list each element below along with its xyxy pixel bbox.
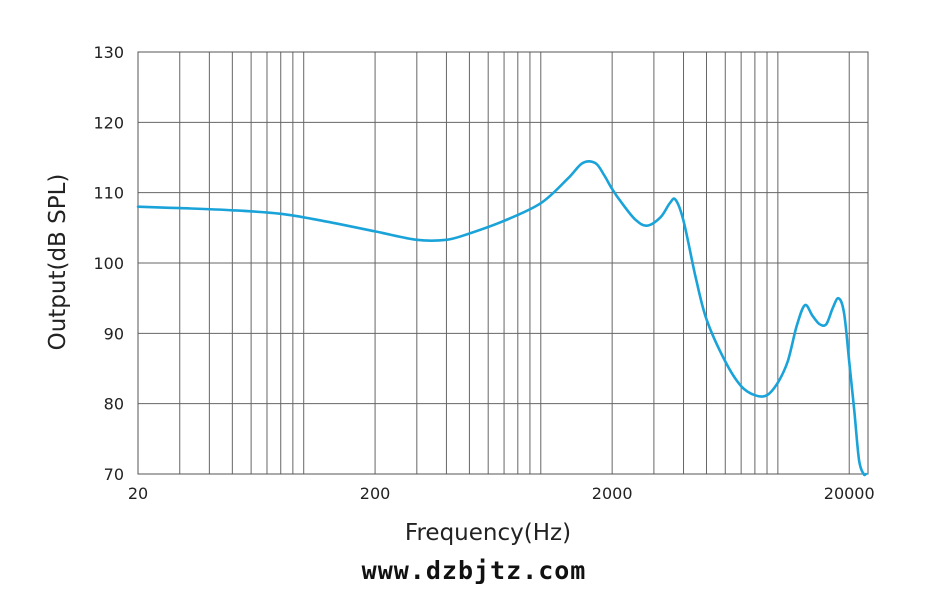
y-tick-label: 80 <box>104 395 124 414</box>
x-tick-labels: 20 200 2000 20000 <box>128 484 875 503</box>
y-tick-label: 130 <box>93 43 124 62</box>
x-tick-label: 200 <box>360 484 391 503</box>
y-tick-label: 70 <box>104 465 124 484</box>
y-tick-label: 100 <box>93 254 124 273</box>
y-tick-label: 90 <box>104 324 124 343</box>
y-tick-label: 110 <box>93 184 124 203</box>
series-line <box>136 160 868 477</box>
x-tick-label: 20 <box>128 484 148 503</box>
y-axis-title: Output(dB SPL) <box>45 174 71 351</box>
y-tick-labels: 70 80 90 100 110 120 130 <box>93 43 124 484</box>
watermark-text: www.dzbjtz.com <box>361 556 587 585</box>
y-tick-label: 120 <box>93 113 124 132</box>
plot-frame <box>137 51 869 475</box>
x-tick-label: 2000 <box>592 484 633 503</box>
x-axis-title: Frequency(Hz) <box>405 520 571 546</box>
x-tick-label: 20000 <box>824 484 875 503</box>
grid <box>137 51 868 475</box>
